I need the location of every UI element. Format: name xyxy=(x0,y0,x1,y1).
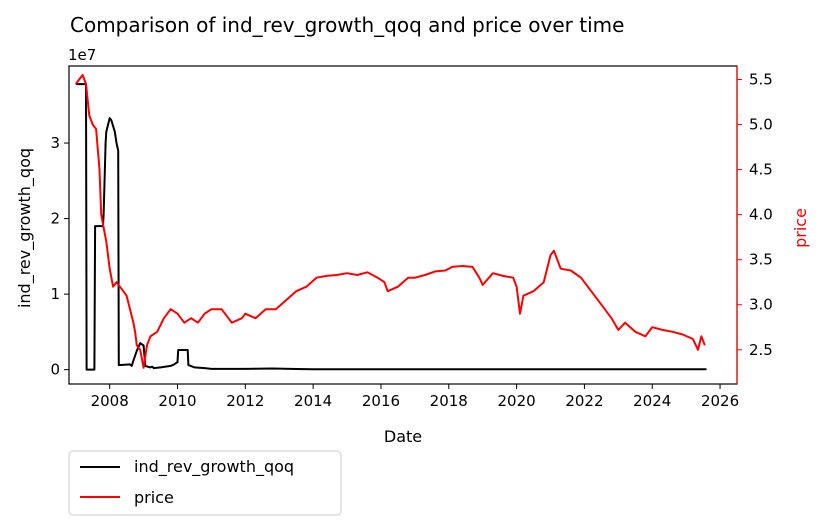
x-tick-label: 2022 xyxy=(565,392,603,410)
series-line-price xyxy=(75,74,706,369)
x-axis-label: Date xyxy=(384,427,422,446)
x-tick-label: 2010 xyxy=(158,392,196,410)
left-axis-label: ind_rev_growth_qoq xyxy=(15,148,35,308)
right-tick-label: 3.0 xyxy=(749,296,773,314)
x-tick-label: 2014 xyxy=(294,392,332,410)
x-tick-label: 2012 xyxy=(226,392,264,410)
left-tick-label: 1 xyxy=(50,285,60,303)
right-tick-label: 4.0 xyxy=(749,206,773,224)
legend-box xyxy=(68,450,342,516)
left-tick-label: 3 xyxy=(50,134,60,152)
right-tick-label: 4.5 xyxy=(749,161,773,179)
legend-label-price: price xyxy=(134,488,174,507)
legend: ind_rev_growth_qoq price xyxy=(68,450,342,516)
series-line-ind-rev-growth-qoq xyxy=(75,83,707,371)
x-tick-label: 2024 xyxy=(633,392,671,410)
x-tick-label: 2026 xyxy=(701,392,739,410)
x-tick-label: 2008 xyxy=(91,392,129,410)
x-tick-label: 2018 xyxy=(430,392,468,410)
plot-frame xyxy=(68,65,738,385)
right-tick-label: 2.5 xyxy=(749,341,773,359)
legend-label-ind-rev-growth-qoq: ind_rev_growth_qoq xyxy=(134,457,294,477)
right-tick-label: 5.0 xyxy=(749,116,773,134)
right-tick-label: 3.5 xyxy=(749,251,773,269)
chart-title: Comparison of ind_rev_growth_qoq and pri… xyxy=(70,13,624,37)
left-axis-offset-text: 1e7 xyxy=(68,46,96,64)
left-tick-label: 0 xyxy=(50,361,60,379)
x-tick-label: 2020 xyxy=(498,392,536,410)
x-tick-label: 2016 xyxy=(362,392,400,410)
right-axis-label: price xyxy=(791,208,810,248)
left-tick-label: 2 xyxy=(50,210,60,228)
right-tick-label: 5.5 xyxy=(749,71,773,89)
